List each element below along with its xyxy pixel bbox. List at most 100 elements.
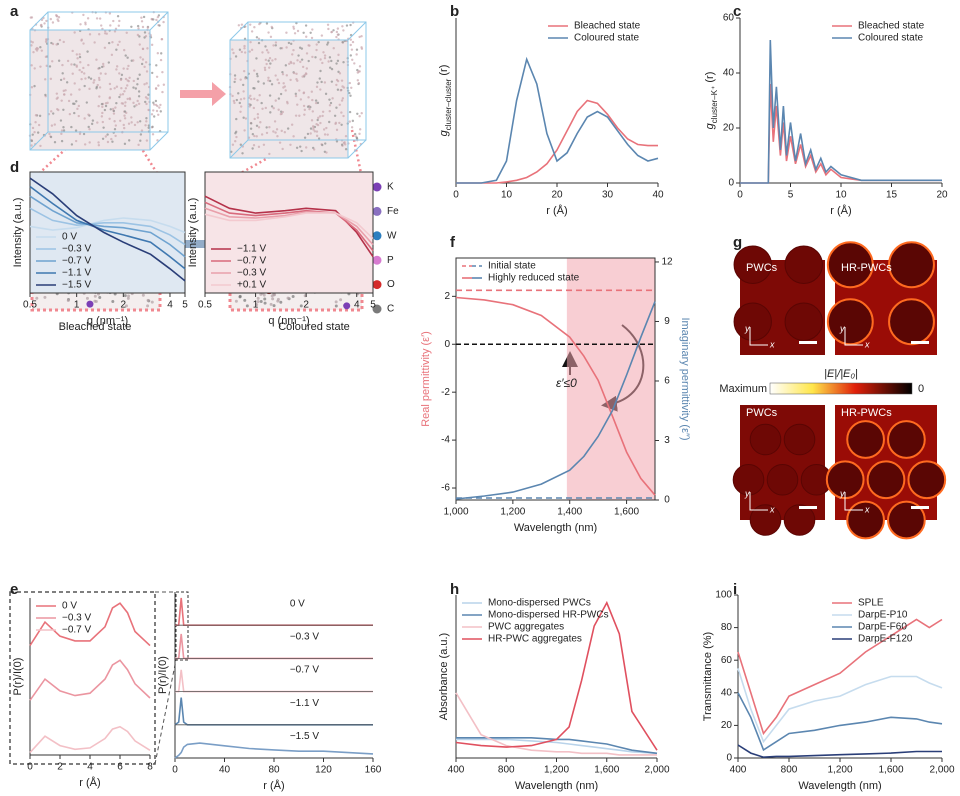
atom [302, 104, 306, 108]
atom [118, 19, 121, 23]
atom [234, 55, 238, 58]
atom [252, 87, 255, 90]
atom [303, 108, 307, 112]
plot-background [30, 172, 185, 293]
atom [103, 46, 107, 49]
atom [98, 296, 102, 300]
atom [309, 132, 312, 135]
atom [335, 140, 339, 143]
atom [83, 84, 86, 88]
map-label: PWCs [746, 262, 778, 274]
atom [71, 102, 75, 105]
atom [317, 40, 320, 44]
atom [140, 20, 144, 23]
atom [323, 54, 327, 57]
atom [305, 67, 309, 70]
atom [33, 84, 36, 88]
panel-label: b [450, 3, 459, 20]
atom [279, 112, 283, 116]
series-line [737, 692, 943, 752]
atom [109, 108, 112, 111]
atom [78, 68, 81, 72]
legend-label: Bleached state [574, 21, 641, 32]
atom [257, 126, 261, 129]
particle [783, 423, 816, 456]
atom [353, 132, 357, 136]
atom [323, 81, 327, 84]
atom [97, 141, 100, 144]
atom [300, 47, 304, 50]
y-axis-label: P(r)/I(0) [12, 658, 24, 696]
atom [275, 128, 279, 131]
particle [733, 245, 772, 284]
k-atom [343, 302, 351, 310]
atom [321, 143, 324, 147]
atom [78, 132, 82, 136]
atom [126, 296, 130, 300]
atom [132, 79, 136, 83]
atom [263, 68, 267, 72]
atom [284, 64, 288, 67]
atom [60, 129, 64, 132]
x-tick-label: 10 [501, 190, 513, 201]
atom [342, 29, 345, 32]
atom [349, 43, 352, 47]
atom [239, 110, 242, 113]
atom [264, 58, 268, 62]
atom [239, 78, 242, 81]
atom [78, 88, 81, 91]
atom [73, 111, 76, 115]
atom [88, 33, 92, 36]
atom [298, 114, 301, 117]
atom [95, 87, 98, 90]
panel-label: d [10, 159, 19, 176]
atom [261, 51, 264, 54]
atom [295, 72, 298, 76]
atom [269, 111, 272, 114]
atom [141, 58, 145, 61]
atom [299, 145, 302, 148]
simulation-box [228, 21, 367, 159]
atom [127, 122, 131, 125]
atom [239, 98, 243, 101]
atom [269, 302, 273, 306]
atom [143, 83, 146, 86]
atom [38, 114, 42, 118]
series-line [737, 668, 943, 744]
atom [292, 62, 296, 65]
atom [230, 150, 233, 153]
atom [349, 94, 352, 97]
legend-label: SPLE [858, 598, 884, 609]
atom [311, 110, 314, 113]
atom [318, 77, 321, 80]
series-line [204, 207, 374, 246]
atom [125, 31, 128, 34]
atom [335, 35, 338, 39]
atom [92, 81, 95, 84]
atom [274, 131, 277, 134]
x-tick-label: 20 [936, 190, 948, 201]
atom [312, 148, 316, 151]
atom [306, 132, 310, 136]
y-axis-label: Intensity (a.u.) [187, 198, 199, 268]
legend-label: Highly reduced state [488, 273, 580, 284]
atom [115, 85, 119, 88]
atom [44, 40, 48, 43]
legend-label: −0.7 V [237, 256, 267, 267]
atom [327, 27, 330, 31]
atom [30, 44, 33, 47]
y2-tick-label: 3 [664, 435, 670, 446]
atom [150, 113, 154, 116]
atom [336, 33, 340, 36]
legend-label: Coloured state [574, 33, 639, 44]
atom [120, 102, 124, 105]
atom [145, 82, 148, 85]
atom [75, 64, 78, 67]
atom [321, 61, 324, 65]
axis-glyph-label: x [769, 339, 775, 349]
atom [248, 50, 251, 53]
atom [355, 48, 359, 51]
scale-bar [911, 506, 929, 509]
atom [256, 300, 260, 304]
atom [296, 59, 299, 62]
